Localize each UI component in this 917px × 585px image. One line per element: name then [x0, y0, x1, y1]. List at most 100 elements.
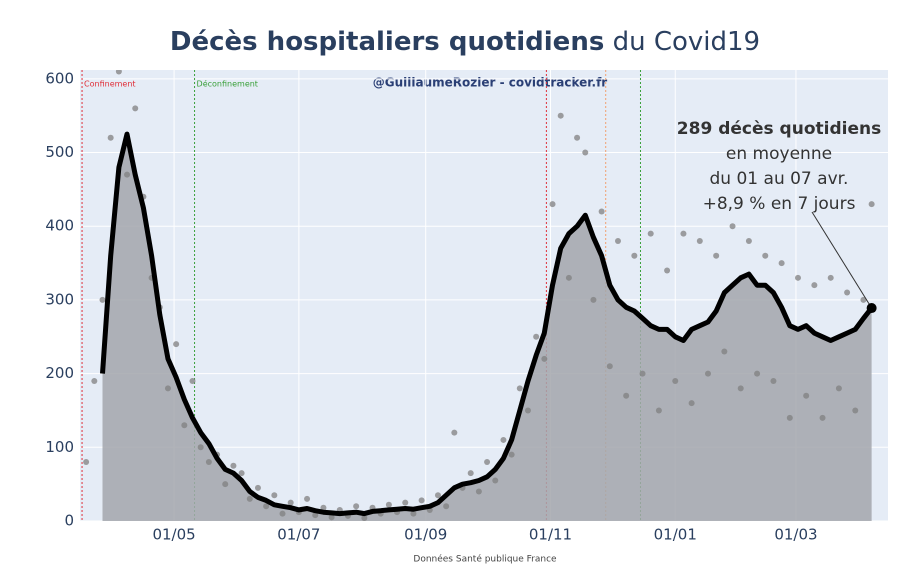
daily-point — [402, 499, 409, 506]
daily-point — [320, 504, 327, 511]
highlight-point — [866, 303, 877, 314]
daily-point — [164, 385, 171, 392]
daily-point — [655, 407, 662, 414]
daily-point — [524, 407, 531, 414]
event-label: Déconfinement — [197, 79, 258, 89]
daily-point — [361, 515, 368, 521]
daily-point — [852, 407, 859, 414]
daily-point — [467, 470, 474, 477]
daily-point — [83, 459, 90, 466]
daily-point — [434, 492, 441, 499]
daily-point — [181, 422, 188, 429]
daily-point — [737, 385, 744, 392]
daily-point — [238, 470, 245, 477]
average-line — [100, 131, 874, 517]
annotation-text: en moyenne — [726, 144, 832, 164]
annotation-arrow — [811, 211, 873, 309]
y-tick-label: 200 — [45, 364, 74, 382]
daily-point — [254, 484, 261, 491]
daily-point — [680, 230, 687, 237]
daily-point — [786, 414, 793, 421]
x-tick-label: 01/07 — [277, 526, 320, 544]
daily-point — [312, 512, 319, 519]
daily-point — [410, 510, 417, 517]
daily-point — [745, 237, 752, 244]
daily-point — [230, 462, 237, 469]
daily-point — [508, 451, 515, 458]
source: @GuillaumeRozier - covidtracker.fr — [373, 76, 608, 90]
daily-point — [91, 377, 98, 384]
y-tick-label: 300 — [45, 290, 74, 308]
daily-point — [222, 481, 229, 488]
daily-point — [868, 201, 875, 208]
daily-point — [664, 267, 671, 274]
chart-title: Décès hospitaliers quotidiens du Covid19 — [170, 27, 760, 57]
daily-point — [475, 488, 482, 495]
daily-point — [860, 296, 867, 303]
daily-point — [647, 230, 654, 237]
daily-point — [549, 201, 556, 208]
y-tick-label: 100 — [45, 438, 74, 456]
event-label: Confinement — [84, 80, 136, 89]
y-tick-label: 0 — [64, 512, 74, 530]
daily-point — [606, 363, 613, 370]
area — [102, 134, 872, 521]
daily-point — [590, 296, 597, 303]
x-tick-label: 01/11 — [529, 526, 572, 544]
annotation-text: 289 décès quotidiens — [677, 119, 881, 139]
daily-point — [197, 444, 204, 451]
daily-point — [819, 414, 826, 421]
daily-point — [704, 370, 711, 377]
daily-point — [623, 392, 630, 399]
daily-point — [132, 105, 139, 112]
daily-point — [557, 112, 564, 119]
daily-point — [271, 492, 278, 499]
y-tick-label: 400 — [45, 217, 74, 235]
daily-point — [803, 392, 810, 399]
daily-point — [672, 377, 679, 384]
daily-point — [762, 252, 769, 259]
daily-point — [582, 149, 589, 156]
y-tick-label: 600 — [45, 69, 74, 87]
daily-point — [484, 459, 491, 466]
daily-point — [811, 282, 818, 289]
daily-point — [639, 370, 646, 377]
daily-point — [516, 385, 523, 392]
daily-point — [574, 134, 581, 141]
daily-point — [418, 497, 425, 504]
title-bold: Décès hospitaliers quotidiens — [170, 27, 604, 57]
annotation-text: du 01 au 07 avr. — [710, 169, 849, 189]
x-tick-label: 01/05 — [152, 526, 195, 544]
daily-point — [115, 70, 122, 75]
footer: Données Santé publique France — [413, 554, 557, 565]
daily-point — [304, 495, 311, 502]
daily-point — [565, 274, 572, 281]
daily-point — [173, 341, 180, 348]
daily-point — [287, 499, 294, 506]
daily-point — [451, 429, 458, 436]
daily-point — [631, 252, 638, 259]
daily-point — [443, 503, 450, 510]
daily-point — [353, 503, 360, 510]
daily-point — [844, 289, 851, 296]
daily-point — [729, 223, 736, 230]
daily-point — [688, 400, 695, 407]
x-tick-label: 01/09 — [404, 526, 447, 544]
daily-point — [107, 134, 114, 141]
daily-point — [541, 355, 548, 362]
x-tick-label: 01/01 — [654, 526, 697, 544]
daily-point — [794, 274, 801, 281]
daily-point — [205, 459, 212, 466]
y-tick-label: 500 — [45, 143, 74, 161]
daily-point — [721, 348, 728, 355]
daily-point — [770, 377, 777, 384]
title-suffix: du Covid19 — [613, 27, 761, 57]
daily-point — [279, 510, 286, 517]
annotation-text: +8,9 % en 7 jours — [703, 194, 856, 214]
daily-point — [500, 436, 507, 443]
daily-point — [614, 237, 621, 244]
daily-point — [835, 385, 842, 392]
daily-point — [754, 370, 761, 377]
daily-point — [124, 171, 131, 178]
